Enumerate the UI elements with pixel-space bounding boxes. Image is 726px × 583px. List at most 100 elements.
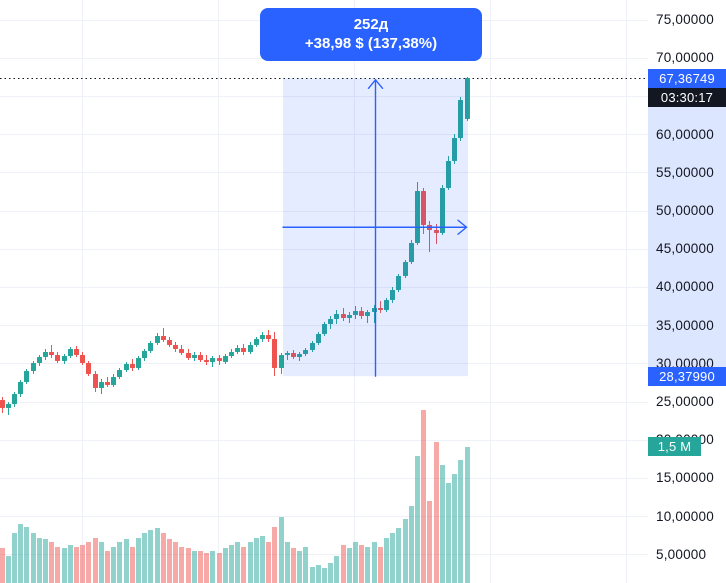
measure-tooltip[interactable]: 252д +38,98 $ (137,38%): [260, 8, 482, 61]
volume-bar: [86, 542, 92, 583]
candle-wick: [435, 223, 437, 244]
candle-body: [377, 308, 383, 311]
volume-bar: [259, 535, 265, 583]
volume-bar: [67, 544, 73, 583]
volume-bar: [210, 551, 216, 583]
volume-bar: [309, 566, 315, 583]
volume-bar: [142, 532, 148, 583]
candle-body: [154, 336, 160, 344]
volume-bar: [73, 546, 79, 583]
candle-body: [11, 394, 17, 405]
candle-body: [49, 351, 55, 356]
volume-bar: [402, 519, 408, 583]
candle-body: [129, 363, 135, 369]
candle-body: [197, 354, 203, 360]
measure-low-price-badge: 28,37990: [648, 367, 726, 386]
volume-bar: [55, 546, 61, 583]
candle-body: [396, 275, 402, 290]
volume-bar: [439, 464, 445, 583]
candle-wick: [373, 304, 375, 324]
volume-bar: [272, 526, 278, 583]
candle-body: [266, 334, 272, 339]
volume-bar: [135, 537, 141, 583]
volume-bar: [297, 551, 303, 583]
candle-body: [204, 359, 210, 363]
candle-body: [352, 311, 358, 315]
candle-body: [421, 191, 427, 225]
candle-body: [36, 356, 42, 364]
candle-body: [309, 343, 315, 351]
volume-bar: [117, 542, 123, 583]
candle-body: [259, 334, 265, 340]
price-tick-label: 55,00000: [656, 164, 714, 180]
volume-bar: [452, 473, 458, 583]
price-axis[interactable]: 75,0000070,0000065,0000060,0000055,00000…: [648, 0, 726, 583]
price-range-measure-tool[interactable]: [0, 0, 648, 583]
price-tick-label: 60,00000: [656, 126, 714, 142]
candle-body: [216, 358, 222, 362]
candle-wick: [286, 350, 288, 360]
candle-body: [111, 376, 117, 386]
volume-bar: [0, 548, 5, 583]
candle-body: [340, 314, 346, 318]
candle-body: [222, 356, 228, 362]
volume-bar: [185, 548, 191, 583]
plot-area[interactable]: [0, 0, 648, 583]
candle-body: [142, 350, 148, 359]
volume-bar: [241, 546, 247, 583]
candle-body: [210, 358, 216, 363]
volume-bar: [92, 537, 98, 583]
gridline-h: [0, 249, 648, 250]
volume-bar: [5, 555, 11, 583]
volume-bar: [352, 542, 358, 583]
candle-body: [73, 349, 79, 355]
volume-bar: [154, 528, 160, 583]
gridline-h: [0, 287, 648, 288]
gridline-h: [0, 211, 648, 212]
candle-body: [67, 349, 73, 357]
bar-countdown-badge: 03:30:17: [648, 88, 726, 107]
volume-bar: [266, 542, 272, 583]
volume-bar: [36, 537, 42, 583]
volume-bar: [49, 542, 55, 583]
candle-body: [253, 339, 259, 345]
candle-wick: [379, 301, 381, 314]
price-tick-label: 35,00000: [656, 317, 714, 333]
volume-bar: [216, 552, 222, 583]
candle-body: [334, 314, 340, 320]
volume-bar: [42, 539, 48, 583]
candle-body: [383, 300, 389, 311]
candle-body: [24, 371, 30, 383]
candle-body: [92, 373, 98, 389]
volume-bar: [30, 532, 36, 583]
candle-body: [235, 347, 241, 352]
volume-bar: [18, 523, 24, 583]
gridline-v: [218, 0, 219, 583]
volume-bar: [173, 542, 179, 583]
volume-bar: [24, 526, 30, 583]
volume-bar: [247, 542, 253, 583]
price-tick-label: 70,00000: [656, 50, 714, 66]
volume-bar: [328, 562, 334, 583]
candle-body: [247, 344, 253, 353]
gridline-h: [0, 172, 648, 173]
gridline-h: [0, 402, 648, 403]
price-tick-label: 75,00000: [656, 12, 714, 27]
candle-body: [359, 311, 365, 316]
candle-body: [173, 344, 179, 350]
volume-bar: [160, 532, 166, 583]
candle-body: [346, 314, 352, 318]
volume-bar: [61, 548, 67, 583]
candle-body: [427, 224, 433, 231]
volume-bar: [445, 482, 451, 583]
candle-body: [452, 138, 458, 161]
candle-body: [464, 78, 470, 120]
volume-bar: [321, 568, 327, 583]
volume-bar: [253, 537, 259, 583]
candle-body: [414, 191, 420, 244]
candle-body: [61, 356, 67, 361]
gridline-v: [354, 0, 355, 583]
candle-body: [390, 289, 396, 301]
candle-body: [228, 351, 234, 357]
candle-body: [241, 347, 247, 353]
